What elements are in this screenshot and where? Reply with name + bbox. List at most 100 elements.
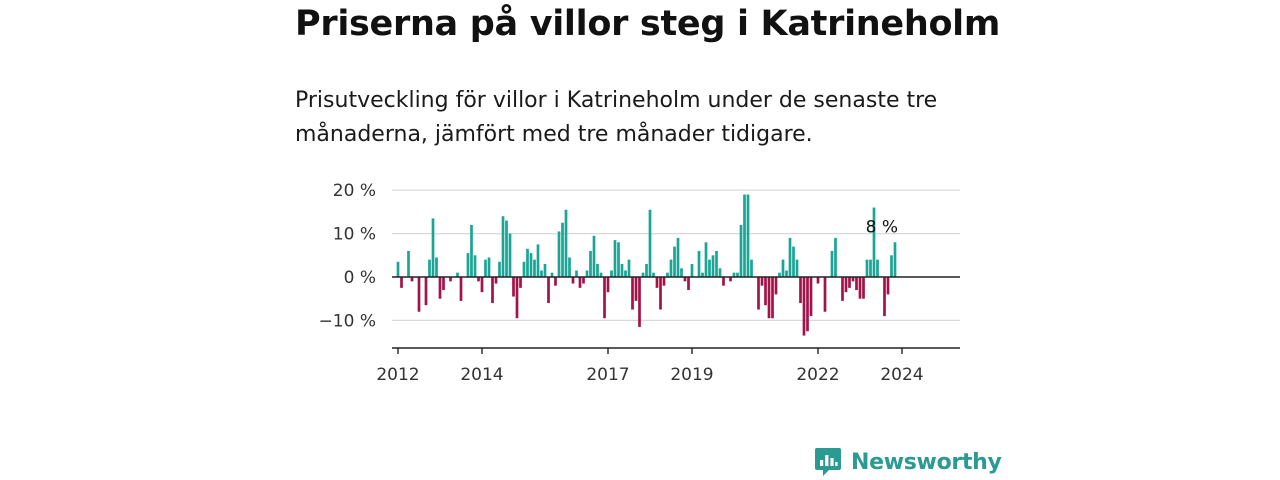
- x-tick-label: 2014: [460, 365, 503, 385]
- bar-negative: [662, 277, 666, 286]
- bar-negative: [806, 277, 809, 332]
- bar-positive: [435, 257, 438, 277]
- bar-positive: [592, 235, 596, 277]
- bar-negative: [848, 277, 851, 288]
- bar-positive: [473, 255, 477, 277]
- bar-negative: [760, 277, 764, 286]
- bar-negative: [767, 277, 771, 319]
- bar-positive: [781, 259, 785, 277]
- bar-positive: [830, 250, 834, 277]
- bar-negative: [578, 277, 582, 288]
- bar-positive: [396, 261, 400, 277]
- bar-positive: [529, 253, 533, 277]
- bar-negative: [855, 277, 858, 291]
- bar-positive: [641, 272, 645, 277]
- bar-positive: [680, 268, 683, 277]
- bar-positive: [585, 270, 589, 277]
- axes: [392, 276, 960, 354]
- bar-positive: [407, 250, 410, 277]
- bar-negative: [603, 277, 606, 319]
- bar-positive: [540, 270, 543, 277]
- bar-negative: [841, 277, 844, 301]
- bar-negative: [799, 277, 802, 304]
- bar-negative: [512, 277, 515, 297]
- bar-positive: [620, 263, 624, 277]
- bar-positive: [890, 255, 893, 277]
- bar-positive: [508, 233, 512, 277]
- bar-positive: [785, 270, 788, 277]
- bar-negative: [638, 277, 641, 327]
- bar-positive: [876, 259, 879, 277]
- bar-negative: [851, 277, 855, 282]
- y-tick-label: −10 %: [319, 311, 376, 331]
- bar-negative: [449, 277, 452, 282]
- bar-negative: [683, 277, 687, 282]
- bar-negative: [722, 277, 725, 286]
- y-tick-label: 0 %: [344, 268, 376, 288]
- last-value-label: 8 %: [866, 217, 898, 237]
- bar-negative: [816, 277, 820, 284]
- bar-positive: [743, 194, 746, 277]
- bar-positive: [487, 257, 491, 277]
- bar-positive: [599, 272, 603, 277]
- bar-negative: [659, 277, 662, 310]
- bar-negative: [519, 277, 522, 288]
- bar-negative: [631, 277, 634, 310]
- bar-positive: [505, 220, 508, 277]
- labels: 20 % 10 % 0 % −10 % 2012 2014 2017 2019 2022 2024…: [319, 181, 924, 385]
- bar-positive: [501, 216, 505, 277]
- bar-positive: [893, 242, 897, 277]
- bar-positive: [708, 259, 711, 277]
- bar-positive: [470, 224, 473, 277]
- bar-positive: [627, 259, 631, 277]
- y-tick-label: 20 %: [333, 181, 376, 201]
- bar-positive: [522, 261, 526, 277]
- bar-negative: [477, 277, 480, 282]
- bar-negative: [494, 277, 498, 284]
- bar-positive: [543, 263, 547, 277]
- bar-negative: [823, 277, 827, 312]
- bar-positive: [456, 272, 459, 277]
- bar-negative: [774, 277, 778, 295]
- bar-positive: [596, 263, 599, 277]
- bar-negative: [442, 277, 445, 291]
- bar-positive: [575, 270, 578, 277]
- bar-positive: [589, 250, 592, 277]
- bar-positive: [550, 272, 554, 277]
- bar-positive: [736, 272, 739, 277]
- newsworthy-logo: Newsworthy: [814, 446, 1002, 478]
- bar-negative: [582, 277, 585, 284]
- brand-name: Newsworthy: [851, 449, 1002, 475]
- y-tick-label: 10 %: [333, 225, 376, 245]
- bar-negative: [883, 277, 886, 317]
- bar-negative: [687, 277, 690, 291]
- bar-positive: [750, 259, 753, 277]
- bar-positive: [739, 224, 743, 277]
- bar-negative: [771, 277, 774, 319]
- bar-positive: [732, 272, 736, 277]
- bar-positive: [690, 263, 694, 277]
- x-tick-label: 2012: [376, 365, 419, 385]
- bar-positive: [610, 270, 613, 277]
- bar-negative: [655, 277, 659, 288]
- bar-negative: [886, 277, 890, 295]
- bar-negative: [757, 277, 760, 310]
- bar-positive: [792, 246, 795, 277]
- bar-positive: [652, 272, 655, 277]
- bar-positive: [711, 255, 715, 277]
- bar-positive: [704, 242, 708, 277]
- bar-positive: [536, 244, 540, 277]
- bar-negative: [764, 277, 767, 306]
- bar-positive: [431, 218, 435, 277]
- bar-negative: [459, 277, 463, 301]
- bars: [396, 194, 897, 336]
- bar-positive: [666, 272, 669, 277]
- bar-positive: [466, 253, 470, 277]
- chart-title: Priserna på villor steg i Katrineholm: [295, 4, 1001, 44]
- bar-positive: [669, 259, 673, 277]
- bar-negative: [515, 277, 519, 319]
- bar-negative: [547, 277, 550, 304]
- bar-positive: [795, 259, 799, 277]
- bar-negative: [606, 277, 610, 293]
- x-tick-label: 2024: [880, 365, 923, 385]
